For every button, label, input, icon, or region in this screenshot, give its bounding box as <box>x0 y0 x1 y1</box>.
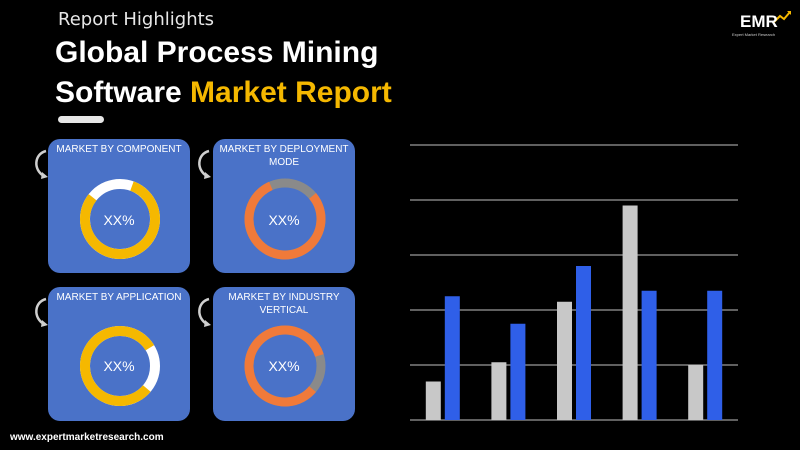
card-value: XX% <box>103 212 135 228</box>
card-label: MARKET BY INDUSTRY VERTICAL <box>228 292 340 316</box>
bar-series-2-3 <box>576 266 591 420</box>
card-market-by-deployment-mode: MARKET BY DEPLOYMENT MODE XX% <box>213 139 355 273</box>
donut-ring <box>244 178 326 260</box>
card-label: MARKET BY COMPONENT <box>56 144 182 155</box>
footer-url[interactable]: www.expertmarketresearch.com <box>10 432 164 443</box>
bar-series-2-2 <box>510 323 526 420</box>
card-value: XX% <box>103 358 135 374</box>
bar-series-2-4 <box>641 290 657 420</box>
logo-tagline: Expert Market Research <box>732 32 776 37</box>
card-label: MARKET BY APPLICATION <box>56 292 182 303</box>
bar-series-1-1 <box>425 381 441 420</box>
logo-text: EMR <box>740 12 778 31</box>
card-label: MARKET BY DEPLOYMENT MODE <box>219 144 349 168</box>
ring-value <box>244 178 326 260</box>
bar-series-2-1 <box>444 296 460 420</box>
refresh-arrow-icon <box>198 149 211 179</box>
report-kicker: Report Highlights <box>58 9 215 30</box>
card-value: XX% <box>268 212 300 228</box>
bar-series-1-2 <box>491 362 507 420</box>
refresh-arrow-icon <box>198 297 211 327</box>
report-title-line2: Software Market Report <box>55 76 392 110</box>
refresh-arrow-icon <box>35 149 48 179</box>
card-market-by-application: MARKET BY APPLICATION XX% <box>48 287 190 421</box>
emr-logo-icon <box>773 11 791 23</box>
title-highlight: Market Report <box>190 76 392 109</box>
bar-series-1-5 <box>688 365 704 420</box>
donut-ring <box>80 326 160 406</box>
title-plain: Software <box>55 76 182 109</box>
card-market-by-industry-vertical: MARKET BY INDUSTRY VERTICAL XX% <box>213 287 355 421</box>
ring-value <box>80 179 160 259</box>
donut-ring <box>80 179 160 259</box>
card-market-by-component: MARKET BY COMPONENT XX% <box>48 139 190 273</box>
bar-series-1-4 <box>622 205 638 420</box>
bar-series-2-5 <box>707 290 723 420</box>
report-title-line1: Global Process Mining <box>55 36 379 69</box>
title-underline <box>58 116 104 123</box>
refresh-arrow-icon <box>35 297 48 327</box>
donut-ring <box>244 325 326 407</box>
bar-series-1-3 <box>557 301 572 420</box>
card-value: XX% <box>268 358 300 374</box>
